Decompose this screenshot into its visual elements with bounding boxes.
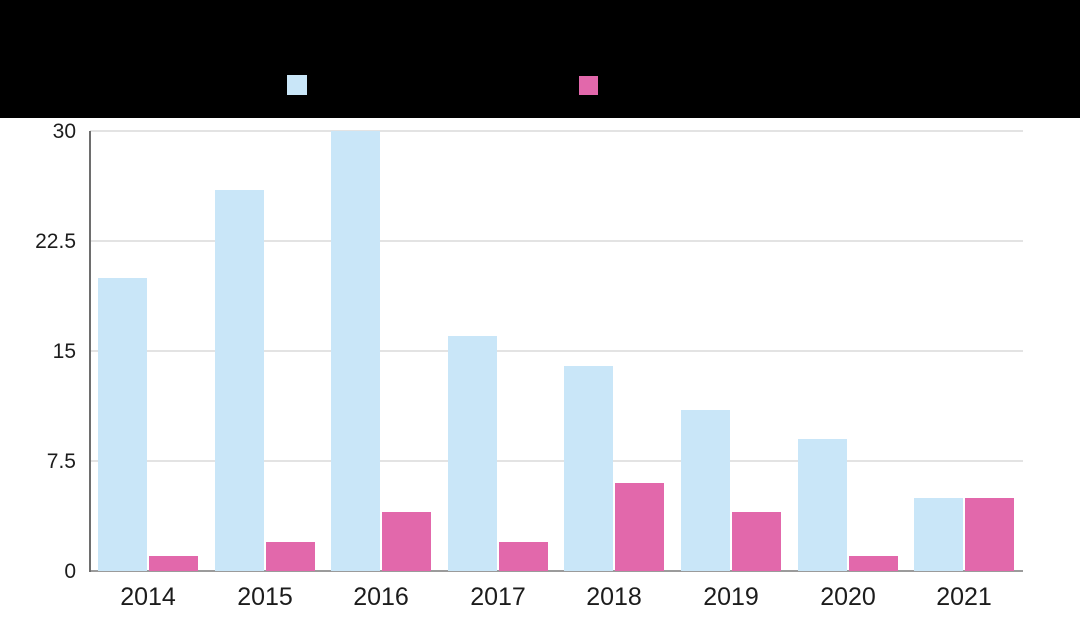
x-tick-label-2016: 2016 [353, 583, 409, 611]
bar-chart: 0 7.5 15 22.5 30 2014 2015 2016 2017 2018 2019 202… [0, 118, 1080, 635]
blue-series-bar-2017 [448, 336, 497, 571]
x-tick-label-2018: 2018 [586, 583, 642, 611]
pink-series-bar-2021 [965, 498, 1014, 571]
pink-series-bar-2016 [382, 512, 431, 571]
x-tick-label-2021: 2021 [936, 583, 992, 611]
pink-series-bar-2019 [732, 512, 781, 571]
y-tick-label: 30 [52, 120, 76, 143]
pink-series-bar-2017 [499, 542, 548, 571]
blue-series-bar-2020 [798, 439, 847, 571]
x-tick-label-2017: 2017 [470, 583, 526, 611]
x-tick-label-2019: 2019 [703, 583, 759, 611]
legend-swatch-pink-icon [579, 76, 598, 95]
blue-series-bar-2016 [331, 131, 380, 571]
y-tick-label: 22.5 [35, 230, 76, 253]
gridline [90, 130, 1023, 132]
blue-series-bar-2019 [681, 410, 730, 571]
chart-title-bar [0, 0, 1080, 118]
gridline [90, 350, 1023, 352]
y-tick-label: 7.5 [46, 450, 76, 473]
x-axis-baseline [90, 570, 1023, 572]
legend-swatch-blue-icon [287, 75, 307, 95]
blue-series-bar-2015 [215, 190, 264, 571]
x-tick-label-2015: 2015 [237, 583, 293, 611]
blue-series-bar-2018 [564, 366, 613, 571]
gridline [90, 240, 1023, 242]
pink-series-bar-2018 [615, 483, 664, 571]
y-axis-line [89, 131, 91, 572]
y-tick-label: 15 [52, 340, 76, 363]
pink-series-bar-2020 [849, 556, 898, 571]
gridline [90, 460, 1023, 462]
x-tick-label-2014: 2014 [120, 583, 176, 611]
blue-series-bar-2021 [914, 498, 963, 571]
blue-series-bar-2014 [98, 278, 147, 571]
pink-series-bar-2014 [149, 556, 198, 571]
pink-series-bar-2015 [266, 542, 315, 571]
x-tick-label-2020: 2020 [820, 583, 876, 611]
y-tick-label: 0 [64, 560, 76, 583]
